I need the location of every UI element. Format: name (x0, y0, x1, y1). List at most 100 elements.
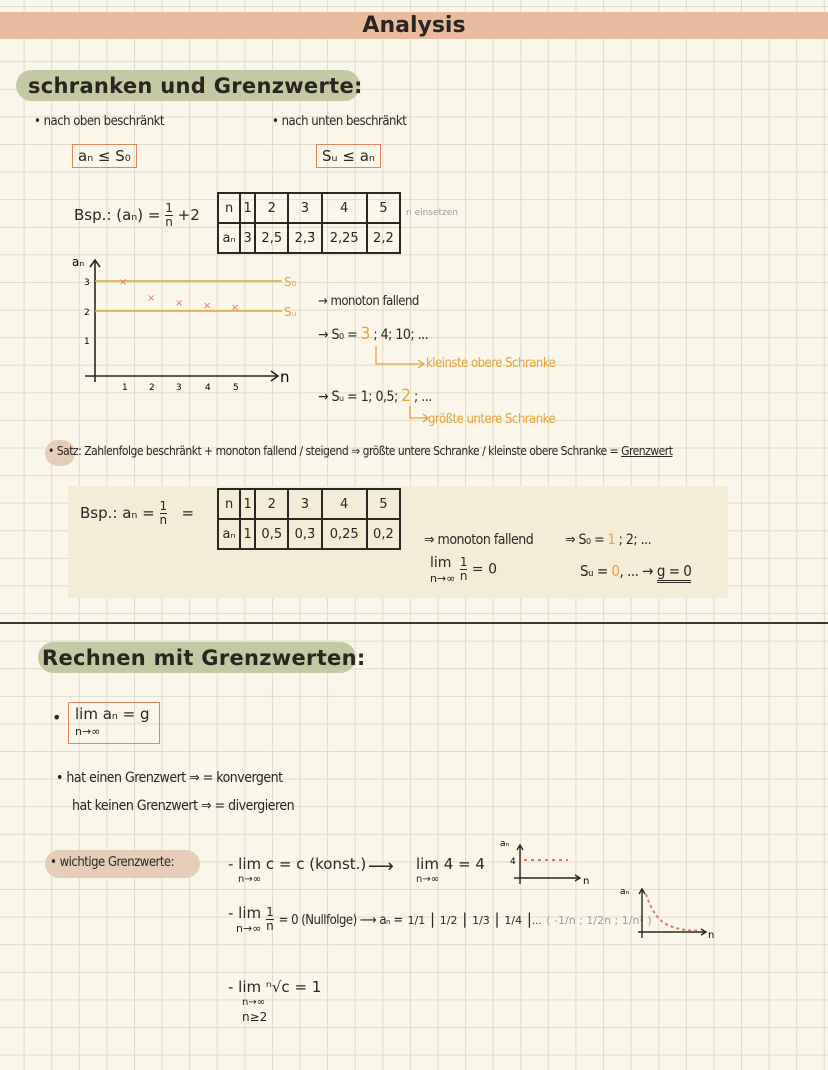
cell: 5 (365, 192, 402, 224)
y-tick: 1 (84, 337, 90, 347)
su-label: größte untere Schranke (428, 412, 556, 427)
so-best: 3 (360, 324, 371, 344)
upper-bound-formula: aₙ ≤ S₀ (72, 144, 137, 168)
fraction-num: 1 (459, 555, 468, 570)
other-nullfolgen: ( -1/n ; 1/2n ; 1/n² ) (546, 914, 652, 927)
cell: 0,25 (320, 518, 368, 550)
so-prefix: → S₀ = (318, 327, 361, 343)
arrow: ⟶ (368, 856, 394, 877)
page-title: Analysis (362, 13, 466, 38)
example2-so: ⇒ S₀ = 1 ; 2; ... (565, 532, 652, 548)
theorem-text: Zahlenfolge beschränkt + monoton fallend… (84, 444, 619, 458)
lower-line-label: Sᵤ (284, 305, 297, 319)
fraction-num: 1 (159, 499, 168, 514)
su-rest: , ... → (619, 562, 654, 580)
bullet: • (52, 708, 62, 727)
limit-g: g = 0 (656, 562, 692, 583)
su-rest: ; ... (410, 389, 432, 405)
cell: 3 (239, 222, 257, 254)
rule-sub: n→∞ (242, 997, 266, 1008)
so-best: 1 (607, 532, 616, 548)
theorem-term: Grenzwert (621, 444, 673, 458)
example2-label: Bsp.: aₙ = (80, 504, 155, 522)
su-best: 0 (611, 562, 620, 580)
cell: 5 (365, 488, 402, 520)
rule-sub: n→∞ (238, 874, 262, 885)
cell: 4 (320, 192, 368, 224)
example2-monoton: ⇒ monoton fallend (424, 532, 534, 548)
cell: 2 (254, 488, 290, 520)
plot-x-label: n (583, 876, 589, 887)
section-divider (0, 622, 828, 624)
axis-arrows (89, 258, 280, 382)
seq-term: 1/2 (439, 914, 458, 927)
example1-label: Bsp.: (aₙ) = (74, 206, 161, 224)
plot-y-label: aₙ (620, 887, 630, 897)
convergent-note: • hat einen Grenzwert ⇒ = konvergent (56, 770, 283, 786)
cell: 4 (320, 488, 368, 520)
cell: 0,5 (254, 518, 290, 550)
theorem: • Satz: Zahlenfolge beschränkt + monoton… (48, 444, 673, 458)
cell: aₙ (216, 222, 242, 254)
lim-result: = 0 (471, 561, 497, 578)
cell: 2,5 (254, 222, 290, 254)
note-so: → S₀ = 3 ; 4; 10; ... (318, 324, 429, 344)
cell: 1 (239, 488, 257, 520)
x-tick: 1 (122, 383, 128, 390)
cell: 0,2 (365, 518, 402, 550)
example-sub: n→∞ (416, 874, 440, 885)
so-rest: ; 2; ... (615, 532, 652, 548)
lim: - lim (228, 904, 262, 922)
cell: 1 (239, 518, 257, 550)
example1-suffix: +2 (177, 206, 200, 224)
cell: 2,2 (365, 222, 402, 254)
cell: 2 (254, 192, 290, 224)
seq-term: 1/1 (407, 914, 426, 927)
divergent-note: hat keinen Grenzwert ⇒ = divergieren (72, 798, 295, 814)
arrow-su (409, 406, 430, 423)
table-note: n einsetzen (406, 208, 459, 218)
so-rest: ; 4; 10; ... (369, 327, 429, 343)
fraction-den: n (459, 569, 468, 583)
y-tick: 2 (84, 308, 90, 318)
note-su: → Sᵤ = 1; 0,5; 2 ; ... (318, 386, 432, 406)
limit-definition-box: lim aₙ = g n→∞ (68, 702, 160, 744)
cell: 2,3̄ (287, 222, 323, 254)
seq-term: 1/4 (504, 914, 523, 927)
lim-sub: n→∞ (430, 572, 456, 585)
section-heading-schranken: schranken und Grenzwerte: (28, 74, 363, 98)
note-monoton: → monoton fallend (318, 294, 419, 309)
limit-definition: lim aₙ = g (75, 705, 150, 723)
important-highlight (45, 850, 200, 878)
plot-x-label: n (708, 930, 714, 941)
nullfolge-plot: aₙ n (620, 887, 714, 941)
lower-bound-bullet: • nach unten beschränkt (272, 114, 407, 129)
data-point: × (175, 298, 183, 309)
important-label: • wichtige Grenzwerte: (50, 855, 175, 870)
cell: 3 (287, 192, 323, 224)
fraction-num: 1 (165, 201, 173, 216)
theorem-label: Satz: (56, 444, 82, 458)
lim: lim (430, 555, 452, 571)
cell: n (216, 488, 242, 520)
x-tick: 4 (205, 383, 211, 390)
cell: n (216, 192, 242, 224)
x-tick: 2 (149, 383, 155, 390)
su-prefix: Sᵤ = (580, 562, 612, 580)
data-point: × (203, 301, 211, 312)
rule-constant-example: lim 4 = 4 n→∞ (416, 856, 485, 888)
bounds-plot: × × × × × aₙ n 3 2 1 1 2 3 4 5 S₀ Sᵤ (72, 255, 297, 390)
example-text: lim 4 = 4 (416, 855, 485, 873)
plot-tick: 4 (510, 857, 516, 867)
limit-sub: n→∞ (75, 725, 101, 738)
cell: aₙ (216, 518, 242, 550)
rule-result: = 0 (Nullfolge) ⟶ aₙ = (278, 913, 404, 928)
x-tick: 5 (233, 383, 239, 390)
seq-term: 1/3 (472, 914, 490, 927)
y-label: aₙ (72, 255, 84, 269)
fraction-den: n (266, 919, 274, 933)
